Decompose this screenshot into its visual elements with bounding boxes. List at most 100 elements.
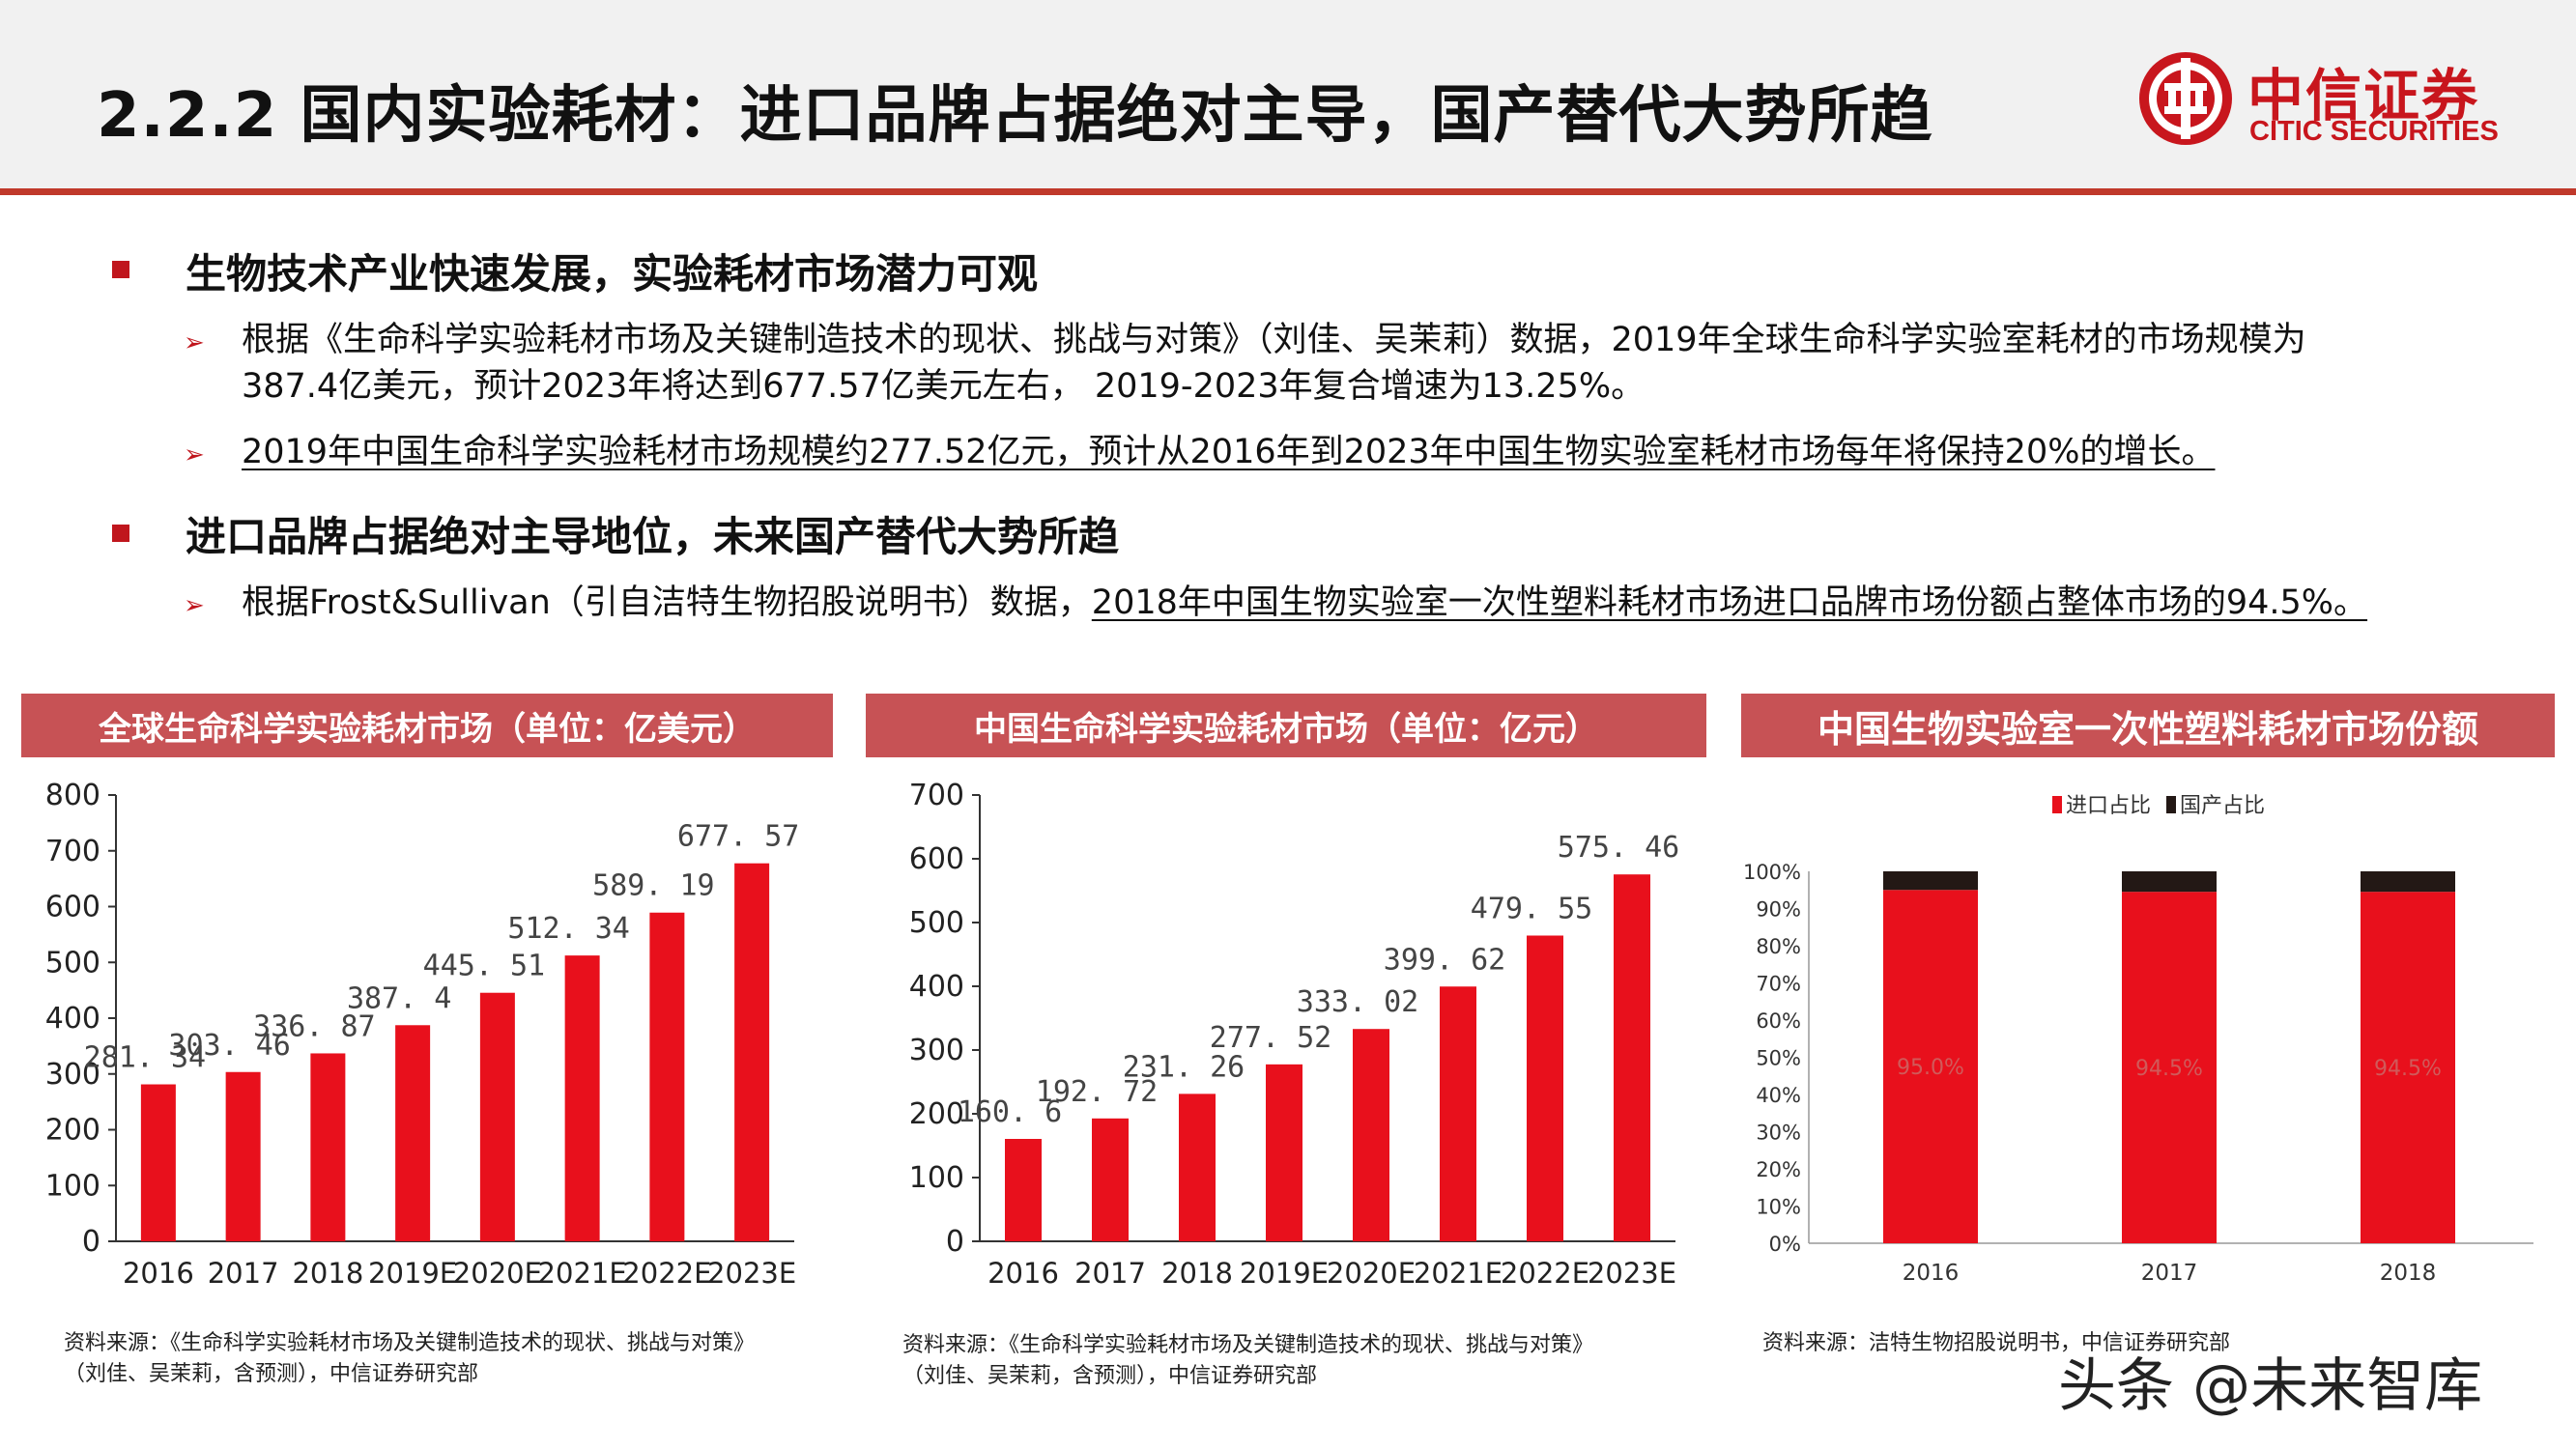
watermark: 头条 @未来智库 [2058, 1352, 2483, 1420]
bar [1440, 986, 1476, 1241]
header-divider [0, 188, 2576, 195]
y-tick-label: 0% [1769, 1233, 1801, 1256]
x-tick-label: 2016 [987, 1257, 1059, 1290]
x-tick-label: 2022E [1501, 1257, 1589, 1290]
bar [564, 955, 600, 1241]
square-bullet-icon [112, 261, 129, 278]
data-label: 589. 19 [592, 869, 714, 903]
bar [1179, 1094, 1216, 1241]
section1-heading: 生物技术产业快速发展，实验耗材市场潜力可观 [186, 250, 1039, 298]
x-tick-label: 2022E [622, 1257, 711, 1290]
legend-label-domestic: 国产占比 [2180, 794, 2265, 818]
x-tick-label: 2019E [368, 1257, 457, 1290]
y-tick-label: 60% [1756, 1009, 1801, 1033]
data-label: 479. 55 [1471, 892, 1592, 925]
chart1-source-line1: 资料来源：《生命科学实验耗材市场及关键制造技术的现状、挑战与对策》 [64, 1331, 756, 1355]
square-bullet-icon [112, 525, 129, 542]
x-tick-label: 2020E [1327, 1257, 1416, 1290]
x-tick-label: 2017 [2141, 1261, 2198, 1286]
y-tick-label: 100 [45, 1169, 100, 1203]
y-tick-label: 40% [1756, 1084, 1801, 1107]
bar-domestic [1883, 871, 1978, 891]
bar [1266, 1064, 1302, 1241]
x-tick-label: 2018 [2380, 1261, 2437, 1286]
market-share-stacked-chart: 0% 10% 20% 30% 40% 50% 60% 70% 80% 90% 100% 进口占比 国产占… [1743, 794, 2533, 1286]
data-label: 677. 57 [677, 820, 799, 854]
x-tick-label: 2023E [1588, 1257, 1676, 1290]
data-label: 94.5% [2135, 1057, 2203, 1081]
y-tick-label: 50% [1756, 1047, 1801, 1070]
x-tick-label: 2016 [123, 1257, 194, 1290]
y-tick-label: 70% [1756, 973, 1801, 996]
x-tick-label: 2021E [538, 1257, 627, 1290]
y-tick-label: 200 [45, 1114, 100, 1148]
data-label: 575. 46 [1558, 831, 1679, 865]
section1-item1-line2: 387.4亿美元，预计2023年将达到677.57亿美元左右， 2019-202… [242, 367, 1646, 406]
section1-item2: 2019年中国生命科学实验耗材市场规模约277.52亿元，预计从2016年到20… [242, 433, 2216, 471]
bar [1353, 1029, 1389, 1241]
legend-swatch-domestic [2166, 796, 2176, 813]
data-label: 303. 46 [168, 1029, 290, 1063]
bar-import [2122, 892, 2217, 1243]
legend-swatch-import [2052, 796, 2062, 813]
y-tick-label: 300 [45, 1058, 100, 1092]
section2-item1-underlined: 2018年中国生物实验室一次性塑料耗材市场进口品牌市场份额占整体市场的94.5%… [1091, 583, 2368, 622]
section2-item1: 根据Frost&Sullivan（引自洁特生物招股说明书）数据，2018年中国生… [242, 580, 2367, 626]
y-tick-label: 30% [1756, 1122, 1801, 1145]
chart3-title: 中国生物实验室一次性塑料耗材市场份额 [1741, 694, 2555, 757]
bar [479, 992, 515, 1241]
bar [140, 1084, 176, 1241]
data-label: 281. 34 [84, 1041, 206, 1075]
slide-title: 2.2.2 国内实验耗材：进口品牌占据绝对主导，国产替代大势所趋 [97, 80, 1933, 152]
y-tick-label: 700 [45, 835, 100, 868]
x-tick-label: 2021E [1414, 1257, 1503, 1290]
data-label: 95.0% [1897, 1056, 1964, 1080]
y-tick-label: 500 [45, 946, 100, 980]
bar [1092, 1118, 1129, 1241]
bar [225, 1071, 261, 1241]
y-tick-label: 400 [909, 970, 964, 1004]
x-tick-label: 2018 [1161, 1257, 1233, 1290]
bar-import [1883, 890, 1978, 1243]
arrow-bullet-icon: ➢ [184, 440, 205, 469]
data-label: 399. 62 [1384, 943, 1505, 977]
data-label: 192. 72 [1036, 1075, 1158, 1109]
logo-name-en: CITIC SECURITIES [2249, 116, 2499, 147]
chart2-source-line1: 资料来源：《生命科学实验耗材市场及关键制造技术的现状、挑战与对策》 [902, 1333, 1594, 1357]
y-tick-label: 10% [1756, 1196, 1801, 1219]
y-tick-label: 100% [1743, 861, 1801, 884]
bar-domestic [2122, 871, 2217, 893]
x-tick-label: 2020E [453, 1257, 542, 1290]
y-tick-label: 600 [909, 842, 964, 876]
section1-item1-line1: 根据《生命科学实验耗材市场及关键制造技术的现状、挑战与对策》（刘佳、吴茉莉）数据… [242, 321, 2306, 359]
bar-import [2361, 892, 2455, 1243]
bar [1527, 935, 1563, 1241]
y-tick-label: 800 [45, 779, 100, 812]
y-tick-label: 90% [1756, 898, 1801, 922]
x-tick-label: 2019E [1240, 1257, 1329, 1290]
bar [1614, 874, 1650, 1241]
chart1-title: 全球生命科学实验耗材市场（单位：亿美元） [21, 694, 833, 757]
data-label: 512. 34 [507, 912, 629, 946]
bar [734, 863, 770, 1241]
data-label: 333. 02 [1297, 985, 1418, 1019]
bar [1005, 1139, 1042, 1241]
arrow-bullet-icon: ➢ [184, 591, 205, 620]
chart2-title: 中国生命科学实验耗材市场（单位：亿元） [866, 694, 1706, 757]
data-label: 160. 6 [958, 1095, 1062, 1129]
data-label: 231. 26 [1123, 1050, 1245, 1084]
y-tick-label: 100 [909, 1161, 964, 1195]
section2-heading: 进口品牌占据绝对主导地位，未来国产替代大势所趋 [186, 513, 1120, 560]
chart1-source-line2: （刘佳、吴茉莉，含预测），中信证券研究部 [64, 1362, 479, 1386]
data-label: 336. 87 [253, 1009, 375, 1043]
data-label: 94.5% [2374, 1057, 2442, 1081]
data-label: 387. 4 [347, 981, 451, 1015]
y-tick-label: 200 [909, 1097, 964, 1131]
x-tick-label: 2018 [292, 1257, 363, 1290]
y-tick-label: 80% [1756, 935, 1801, 958]
y-tick-label: 700 [909, 779, 964, 812]
legend-label-import: 进口占比 [2066, 794, 2151, 818]
x-tick-label: 2023E [707, 1257, 796, 1290]
data-label: 277. 52 [1210, 1021, 1331, 1055]
